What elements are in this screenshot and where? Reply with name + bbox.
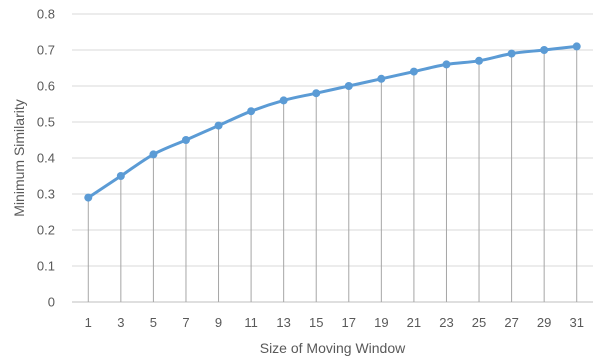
drop-lines bbox=[87, 46, 578, 302]
data-point bbox=[247, 107, 256, 116]
series bbox=[84, 42, 581, 202]
series-line bbox=[86, 44, 579, 200]
data-point bbox=[84, 193, 93, 202]
y-tick-label: 0.6 bbox=[37, 79, 55, 94]
x-tick-label: 31 bbox=[569, 315, 583, 330]
data-point bbox=[475, 56, 484, 65]
data-point bbox=[312, 89, 321, 98]
y-tick-label: 0.8 bbox=[37, 7, 55, 22]
x-tick-label: 11 bbox=[244, 315, 258, 330]
x-tick-label: 27 bbox=[504, 315, 518, 330]
x-tick-label: 21 bbox=[407, 315, 421, 330]
data-point bbox=[214, 121, 223, 130]
data-point bbox=[442, 60, 451, 69]
y-axis-title: Minimum Similarity bbox=[11, 99, 27, 216]
data-point bbox=[540, 46, 549, 54]
data-point bbox=[507, 49, 516, 58]
y-tick-label: 0.1 bbox=[37, 259, 55, 274]
data-point bbox=[344, 82, 353, 90]
data-point bbox=[279, 96, 288, 105]
x-tick-label: 17 bbox=[342, 315, 356, 330]
y-tick-label: 0.5 bbox=[37, 115, 55, 130]
x-tick-label: 13 bbox=[276, 315, 290, 330]
y-tick-label: 0.7 bbox=[37, 43, 55, 58]
x-tick-label: 25 bbox=[472, 315, 486, 330]
data-point bbox=[377, 74, 386, 83]
y-tick-label: 0.4 bbox=[37, 151, 55, 166]
y-axis-tick-labels: 0 0.1 0.2 0.3 0.4 0.5 0.6 0.7 0.8 bbox=[37, 7, 55, 310]
y-tick-label: 0.2 bbox=[37, 223, 55, 238]
x-tick-label: 5 bbox=[150, 315, 157, 330]
x-tick-label: 29 bbox=[537, 315, 551, 330]
x-tick-label: 7 bbox=[182, 315, 189, 330]
y-tick-label: 0.3 bbox=[37, 187, 55, 202]
x-tick-label: 15 bbox=[309, 315, 323, 330]
gridlines bbox=[72, 13, 593, 303]
x-tick-label: 9 bbox=[215, 315, 222, 330]
data-point bbox=[181, 136, 190, 144]
y-tick-label: 0 bbox=[48, 295, 55, 310]
x-axis-title: Size of Moving Window bbox=[260, 340, 406, 356]
x-tick-label: 3 bbox=[117, 315, 124, 330]
data-point bbox=[116, 172, 125, 180]
x-tick-label: 1 bbox=[85, 315, 92, 330]
x-axis-tick-labels: 1 3 5 7 9 11 13 15 17 19 21 23 25 27 29 31 bbox=[85, 315, 584, 330]
x-tick-label: 23 bbox=[439, 315, 453, 330]
data-point bbox=[572, 42, 581, 51]
x-tick-label: 19 bbox=[374, 315, 388, 330]
data-point bbox=[149, 150, 158, 159]
data-point bbox=[409, 67, 418, 76]
